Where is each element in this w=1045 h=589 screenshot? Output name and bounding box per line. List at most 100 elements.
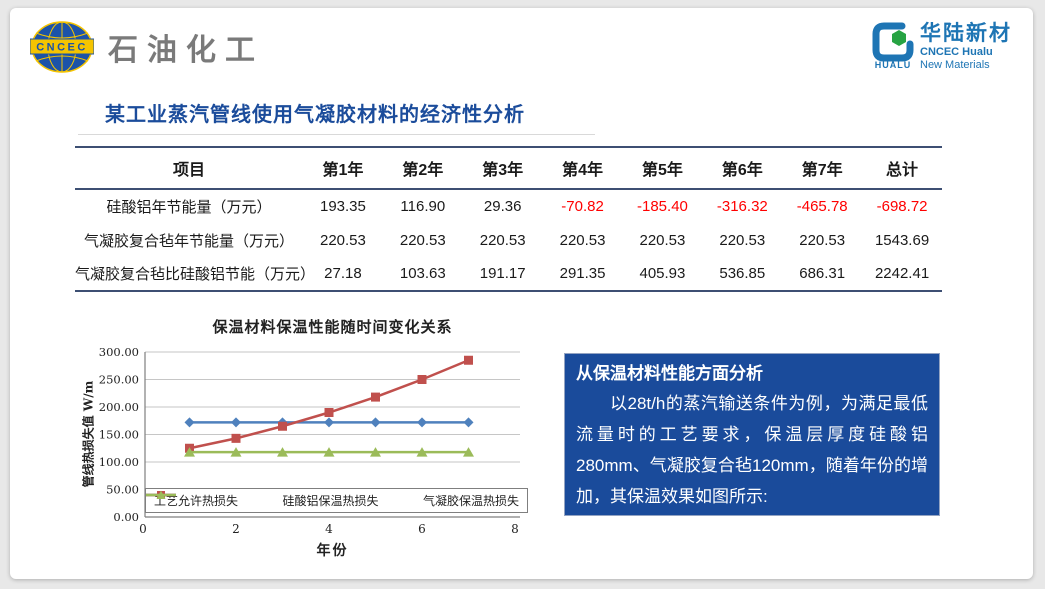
- cell: 220.53: [479, 231, 526, 249]
- legend-item: 气凝胶保温热损失: [146, 490, 519, 509]
- slide: CNCEC 石油化工 HUALU 华陆新材 CNCEC Hualu New Ma…: [10, 8, 1033, 579]
- x-tick-label: 2: [232, 522, 240, 536]
- table-row: 气凝胶复合毡比硅酸铝节能（万元） 27.18 103.63 191.17 291…: [75, 257, 942, 291]
- cncec-logo: CNCEC 石油化工: [30, 20, 264, 74]
- economics-table: 项目 第1年 第2年 第3年 第4年 第5年 第6年 第7年 总计 硅酸铝年节能…: [75, 146, 942, 292]
- y-tick-label: 100.00: [99, 455, 139, 469]
- cell: 116.90: [400, 198, 446, 215]
- x-tick-label: 0: [139, 522, 147, 536]
- hualu-brand-en1: CNCEC Hualu: [920, 46, 993, 58]
- y-tick-label: 200.00: [99, 400, 139, 414]
- cell: -698.72: [876, 198, 928, 215]
- legend-marker-icon: [146, 490, 176, 499]
- hualu-mark-icon: [872, 22, 914, 62]
- cell: 191.17: [479, 265, 526, 282]
- x-tick-label: 8: [511, 522, 519, 536]
- company-name: 石油化工: [108, 33, 264, 68]
- col-header: 第3年: [462, 147, 543, 190]
- cell: -465.78: [796, 198, 848, 215]
- y-tick-label: 150.00: [99, 428, 139, 442]
- table-row: 气凝胶复合毡年节能量（万元） 220.53 220.53 220.53 220.…: [75, 223, 942, 257]
- marker-diamond: [184, 417, 195, 428]
- hualu-mark-word: HUALU: [874, 60, 912, 70]
- insulation-performance-chart: 保温材料保温性能随时间变化关系 300.00 250.00 200.00 150.00…: [60, 310, 545, 565]
- y-tick-label: 0.00: [113, 510, 139, 524]
- row-label: 气凝胶复合毡年节能量（万元）: [83, 232, 294, 250]
- chart-y-axis-label: 管线热损失值 W/m: [81, 380, 96, 488]
- cell: 103.63: [399, 265, 446, 282]
- col-header: 第2年: [382, 147, 463, 190]
- col-header: 项目: [75, 147, 303, 190]
- marker-triangle: [323, 447, 335, 457]
- y-tick-label: 300.00: [99, 345, 139, 359]
- marker-square: [371, 392, 380, 402]
- cell: 291.35: [559, 265, 606, 282]
- marker-square: [231, 433, 241, 443]
- chart-x-axis-label: 年份: [316, 543, 349, 559]
- cell: 220.53: [639, 231, 686, 249]
- row-label: 硅酸铝年节能量（万元）: [106, 199, 272, 216]
- title-divider: [78, 134, 595, 135]
- cell: 536.85: [719, 265, 766, 282]
- marker-diamond: [231, 417, 241, 428]
- col-header: 第7年: [782, 147, 863, 190]
- y-tick-label: 250.00: [99, 373, 139, 387]
- x-tick-label: 6: [418, 522, 426, 536]
- table-header-row: 项目 第1年 第2年 第3年 第4年 第5年 第6年 第7年 总计: [75, 147, 942, 190]
- x-tick-label: 4: [325, 522, 333, 536]
- cell: -316.32: [716, 198, 768, 215]
- cell: 220.53: [719, 231, 766, 249]
- marker-diamond: [417, 417, 427, 428]
- cell: 1543.69: [874, 231, 930, 249]
- legend-label: 工艺允许热损失: [154, 494, 239, 508]
- hualu-brand-en2: New Materials: [920, 59, 990, 71]
- col-header: 第4年: [542, 147, 623, 190]
- cell: 220.53: [319, 231, 366, 249]
- legend-item: 硅酸铝保温热损失: [146, 491, 379, 509]
- analysis-info-box: 从保温材料性能方面分析 以28t/h的蒸汽输送条件为例，为满足最低流量时的工艺要…: [564, 353, 940, 516]
- row-label: 气凝胶复合毡比硅酸铝节能（万元）: [75, 266, 316, 283]
- cell: 220.53: [559, 231, 606, 249]
- cell: 220.53: [799, 231, 846, 249]
- legend-label: 硅酸铝保温热损失: [282, 494, 379, 508]
- table-row: 硅酸铝年节能量（万元） 193.35 116.90 29.36 -70.82 -…: [75, 189, 942, 223]
- marker-triangle: [277, 447, 288, 457]
- marker-triangle: [463, 447, 474, 457]
- svg-text:CNCEC: CNCEC: [36, 42, 88, 54]
- page-title: 某工业蒸汽管线使用气凝胶材料的经济性分析: [105, 104, 525, 126]
- cell: 27.18: [324, 265, 362, 282]
- cell: 29.36: [483, 198, 522, 215]
- marker-square: [324, 408, 334, 417]
- col-header: 第5年: [622, 147, 703, 190]
- hualu-brand-cn: 华陆新材: [920, 22, 1012, 45]
- cell: 2242.41: [874, 265, 930, 282]
- cell: 193.35: [319, 198, 366, 215]
- marker-square: [464, 355, 473, 365]
- marker-triangle: [416, 447, 428, 457]
- series-line: [189, 359, 469, 450]
- cell: 405.93: [639, 265, 686, 282]
- col-header: 总计: [862, 147, 942, 190]
- marker-diamond: [463, 417, 474, 428]
- marker-square: [417, 375, 427, 384]
- marker-square: [278, 421, 287, 431]
- chart-plot-area: 300.00 250.00 200.00 150.00 100.00 50.00 0.000…: [99, 345, 520, 536]
- hualu-logo: HUALU 华陆新材 CNCEC Hualu New Materials: [872, 22, 1012, 72]
- marker-triangle: [370, 447, 381, 457]
- legend-label: 气凝胶保温热损失: [422, 494, 519, 508]
- cell: 686.31: [799, 265, 846, 282]
- marker-diamond: [370, 417, 381, 428]
- info-box-heading: 从保温材料性能方面分析: [576, 364, 763, 383]
- marker-triangle: [230, 447, 242, 457]
- info-box-body: 以28t/h的蒸汽输送条件为例，为满足最低流量时的工艺要求，保温层厚度硅酸铝28…: [576, 394, 928, 506]
- cell: -70.82: [561, 198, 604, 215]
- col-header: 第6年: [702, 147, 783, 190]
- marker-diamond: [324, 417, 334, 428]
- col-header: 第1年: [303, 147, 383, 190]
- cell: -185.40: [637, 198, 688, 215]
- y-tick-label: 50.00: [106, 483, 139, 497]
- chart-title: 保温材料保温性能随时间变化关系: [212, 318, 453, 336]
- cell: 220.53: [399, 231, 446, 249]
- chart-legend: 工艺允许热损失 硅酸铝保温热损失 气凝胶保温热损失: [145, 488, 528, 513]
- marker-triangle: [184, 447, 195, 457]
